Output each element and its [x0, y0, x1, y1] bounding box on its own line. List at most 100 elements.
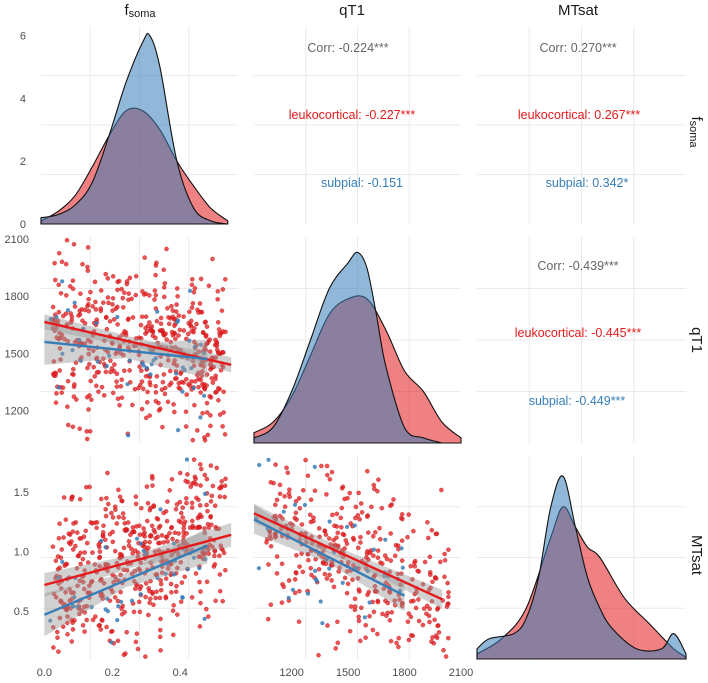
- data-point-leukocortical: [147, 539, 152, 545]
- data-point-leukocortical: [350, 577, 355, 582]
- data-point-leukocortical: [82, 568, 87, 573]
- data-point-leukocortical: [193, 476, 198, 482]
- data-point-leukocortical: [383, 580, 389, 586]
- data-point-leukocortical: [186, 382, 191, 387]
- data-point-subpial: [367, 600, 372, 605]
- data-point-leukocortical: [334, 511, 340, 517]
- data-point-leukocortical: [68, 311, 73, 316]
- data-point-leukocortical: [202, 550, 207, 555]
- data-point-leukocortical: [92, 279, 98, 285]
- data-point-leukocortical: [202, 345, 208, 350]
- x-tick-label: 1800: [392, 667, 416, 679]
- data-point-subpial: [306, 591, 311, 596]
- data-point-leukocortical: [105, 470, 110, 476]
- data-point-leukocortical: [102, 338, 107, 343]
- data-point-leukocortical: [334, 535, 339, 540]
- data-point-leukocortical: [325, 472, 330, 478]
- data-point-leukocortical: [208, 463, 214, 468]
- data-point-leukocortical: [378, 536, 383, 542]
- data-point-leukocortical: [73, 360, 79, 365]
- data-point-leukocortical: [201, 330, 206, 336]
- data-point-subpial: [191, 385, 196, 391]
- data-point-leukocortical: [442, 551, 447, 557]
- data-point-subpial: [141, 363, 146, 368]
- data-point-leukocortical: [435, 623, 440, 629]
- data-point-leukocortical: [94, 520, 100, 525]
- data-point-leukocortical: [107, 319, 113, 324]
- data-point-subpial: [158, 507, 163, 512]
- data-point-leukocortical: [112, 362, 117, 367]
- data-point-leukocortical: [170, 608, 176, 613]
- data-point-leukocortical: [160, 424, 165, 430]
- data-point-leukocortical: [335, 640, 341, 646]
- data-point-leukocortical: [189, 500, 195, 506]
- data-point-leukocortical: [77, 496, 83, 502]
- corr-leukocortical: leukocortical: -0.227***: [289, 108, 416, 122]
- data-point-leukocortical: [217, 412, 223, 417]
- data-point-leukocortical: [86, 407, 91, 412]
- data-point-leukocortical: [134, 631, 140, 636]
- data-point-leukocortical: [166, 315, 171, 320]
- data-point-leukocortical: [376, 477, 381, 482]
- data-point-leukocortical: [179, 510, 184, 516]
- data-point-leukocortical: [80, 556, 86, 562]
- data-point-leukocortical: [165, 566, 171, 571]
- data-point-subpial: [365, 569, 370, 574]
- y-tick-label: 0: [20, 219, 26, 231]
- data-point-leukocortical: [198, 276, 204, 282]
- data-point-leukocortical: [266, 562, 271, 567]
- data-point-leukocortical: [80, 579, 86, 585]
- data-point-leukocortical: [339, 524, 344, 530]
- data-point-leukocortical: [110, 296, 116, 301]
- data-point-leukocortical: [446, 594, 451, 600]
- data-point-leukocortical: [190, 358, 196, 364]
- data-point-leukocortical: [91, 364, 96, 370]
- data-point-leukocortical: [101, 523, 106, 528]
- data-point-leukocortical: [338, 515, 344, 521]
- y-tick-label: 2100: [5, 234, 29, 246]
- density-MTsat: [476, 475, 687, 660]
- data-point-leukocortical: [384, 613, 389, 618]
- data-point-leukocortical: [60, 624, 66, 629]
- data-point-subpial: [180, 595, 185, 600]
- data-point-leukocortical: [76, 313, 81, 318]
- data-point-leukocortical: [75, 553, 81, 559]
- corr-leukocortical: leukocortical: -0.445***: [515, 326, 642, 340]
- data-point-leukocortical: [297, 564, 302, 569]
- regression-line-subpial: [44, 340, 208, 361]
- data-point-leukocortical: [299, 551, 304, 556]
- data-point-leukocortical: [201, 384, 207, 390]
- data-point-leukocortical: [312, 488, 318, 493]
- data-point-leukocortical: [218, 543, 224, 548]
- data-point-leukocortical: [147, 600, 152, 606]
- data-point-leukocortical: [105, 276, 111, 281]
- data-point-leukocortical: [205, 432, 211, 438]
- data-point-leukocortical: [212, 548, 218, 553]
- data-point-leukocortical: [316, 652, 321, 658]
- data-point-leukocortical: [308, 565, 313, 571]
- x-tick-label: 1500: [336, 667, 360, 679]
- data-point-leukocortical: [51, 625, 56, 630]
- data-point-leukocortical: [207, 337, 212, 342]
- data-point-leukocortical: [162, 391, 168, 397]
- corr-overall: Corr: 0.270***: [539, 41, 616, 55]
- data-point-leukocortical: [122, 368, 127, 373]
- x-tick-label: 0.0: [37, 667, 52, 679]
- data-point-subpial: [202, 491, 208, 496]
- row-header-MTsat: MTsat: [688, 535, 705, 576]
- data-point-leukocortical: [124, 281, 130, 287]
- data-point-leukocortical: [305, 551, 311, 557]
- data-point-leukocortical: [157, 328, 163, 333]
- data-point-leukocortical: [166, 321, 172, 327]
- data-point-leukocortical: [120, 295, 126, 301]
- data-point-leukocortical: [279, 561, 285, 567]
- data-point-leukocortical: [387, 590, 393, 595]
- data-point-leukocortical: [355, 576, 361, 581]
- data-point-leukocortical: [343, 538, 349, 543]
- data-point-leukocortical: [153, 595, 158, 601]
- data-point-subpial: [187, 338, 192, 343]
- data-point-subpial: [371, 547, 376, 552]
- data-point-leukocortical: [366, 589, 372, 595]
- data-point-leukocortical: [143, 594, 148, 600]
- data-point-leukocortical: [63, 517, 69, 522]
